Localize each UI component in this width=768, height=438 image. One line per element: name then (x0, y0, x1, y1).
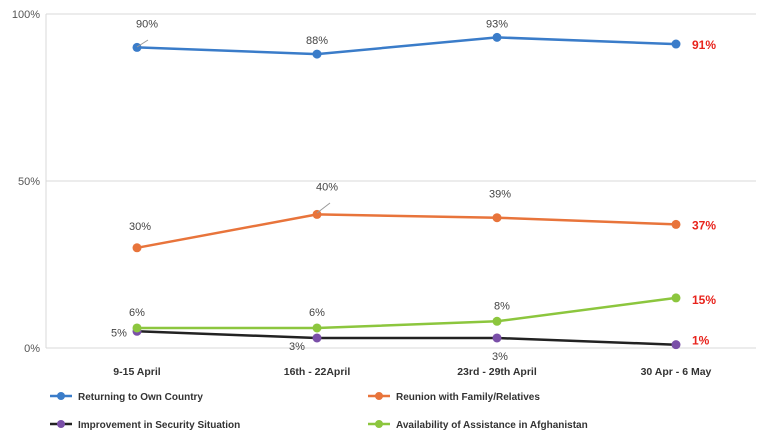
data-label: 3% (492, 351, 508, 363)
data-point (132, 323, 142, 333)
data-point (671, 39, 681, 49)
data-point (671, 340, 681, 350)
legend-label: Availability of Assistance in Afghanista… (396, 420, 588, 431)
y-tick-label: 50% (18, 176, 40, 188)
legend-marker (57, 392, 65, 400)
data-point (671, 219, 681, 229)
data-label: 91% (692, 38, 716, 52)
data-label: 8% (494, 300, 510, 312)
data-point (492, 213, 502, 223)
leader-line (316, 202, 331, 214)
legend-label: Improvement in Security Situation (78, 420, 240, 431)
data-label: 40% (316, 181, 338, 193)
data-label: 15% (692, 293, 716, 307)
data-label: 37% (692, 218, 716, 232)
x-tick-label: 16th - 22April (284, 366, 351, 378)
data-label: 6% (129, 307, 145, 319)
data-point (132, 42, 142, 52)
data-point (312, 323, 322, 333)
y-tick-label: 0% (24, 343, 40, 355)
data-label: 90% (136, 18, 158, 30)
data-label: 93% (486, 18, 508, 30)
x-tick-label: 9-15 April (113, 366, 161, 378)
data-point (312, 209, 322, 219)
x-tick-label: 30 Apr - 6 May (641, 366, 712, 378)
legend-marker (375, 392, 383, 400)
data-point (492, 316, 502, 326)
data-point (492, 333, 502, 343)
legend-marker (375, 420, 383, 428)
series-line-2 (136, 330, 677, 346)
data-label: 88% (306, 35, 328, 47)
x-tick-label: 23rd - 29th April (457, 366, 537, 378)
data-label: 1% (692, 334, 710, 348)
legend-label: Reunion with Family/Relatives (396, 392, 540, 403)
data-label: 5% (111, 327, 127, 339)
series-line-3 (137, 296, 677, 330)
data-point (492, 32, 502, 42)
legend-marker (57, 420, 65, 428)
y-tick-label: 100% (12, 9, 40, 21)
data-point (312, 333, 322, 343)
data-label: 30% (129, 221, 151, 233)
data-label: 39% (489, 189, 511, 201)
data-point (132, 243, 142, 253)
data-point (312, 49, 322, 59)
data-label: 6% (309, 307, 325, 319)
data-label: 3% (289, 341, 305, 353)
series-line-0 (136, 36, 677, 56)
series-line-1 (136, 213, 677, 250)
legend-label: Returning to Own Country (78, 392, 203, 403)
data-point (671, 293, 681, 303)
leader-line (136, 39, 149, 48)
